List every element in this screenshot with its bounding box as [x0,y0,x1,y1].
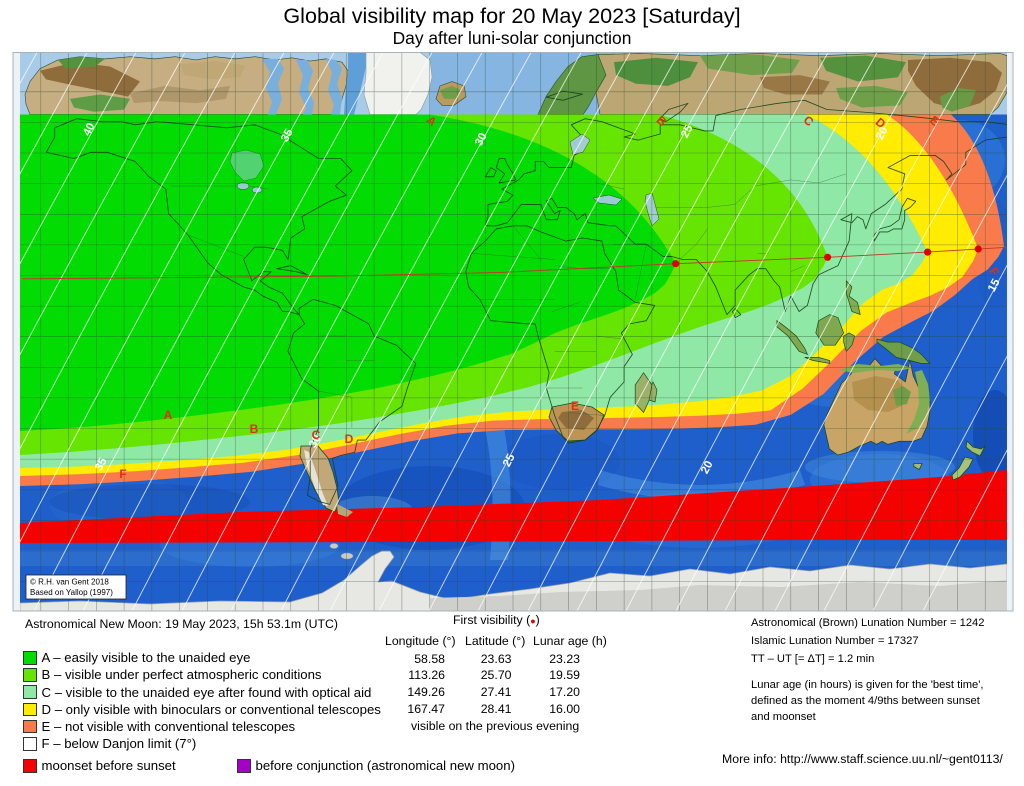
svg-text:F: F [119,467,126,481]
svg-text:25: 25 [679,123,696,140]
svg-text:25: 25 [501,452,518,469]
svg-text:E: E [571,399,579,413]
svg-text:B: B [250,422,259,436]
svg-text:© R.H. van Gent 2018: © R.H. van Gent 2018 [30,578,109,587]
svg-text:20: 20 [699,459,716,476]
svg-text:Based on Yallop (1997): Based on Yallop (1997) [30,588,113,597]
svg-text:D: D [345,432,354,446]
svg-text:C: C [312,428,321,442]
svg-text:30: 30 [473,131,490,148]
svg-text:A: A [164,408,173,422]
svg-text:40: 40 [81,121,98,138]
svg-text:35: 35 [93,456,110,473]
svg-text:20: 20 [874,125,891,142]
svg-text:35: 35 [279,127,296,144]
svg-text:30: 30 [307,433,324,450]
svg-text:15: 15 [986,277,1003,294]
